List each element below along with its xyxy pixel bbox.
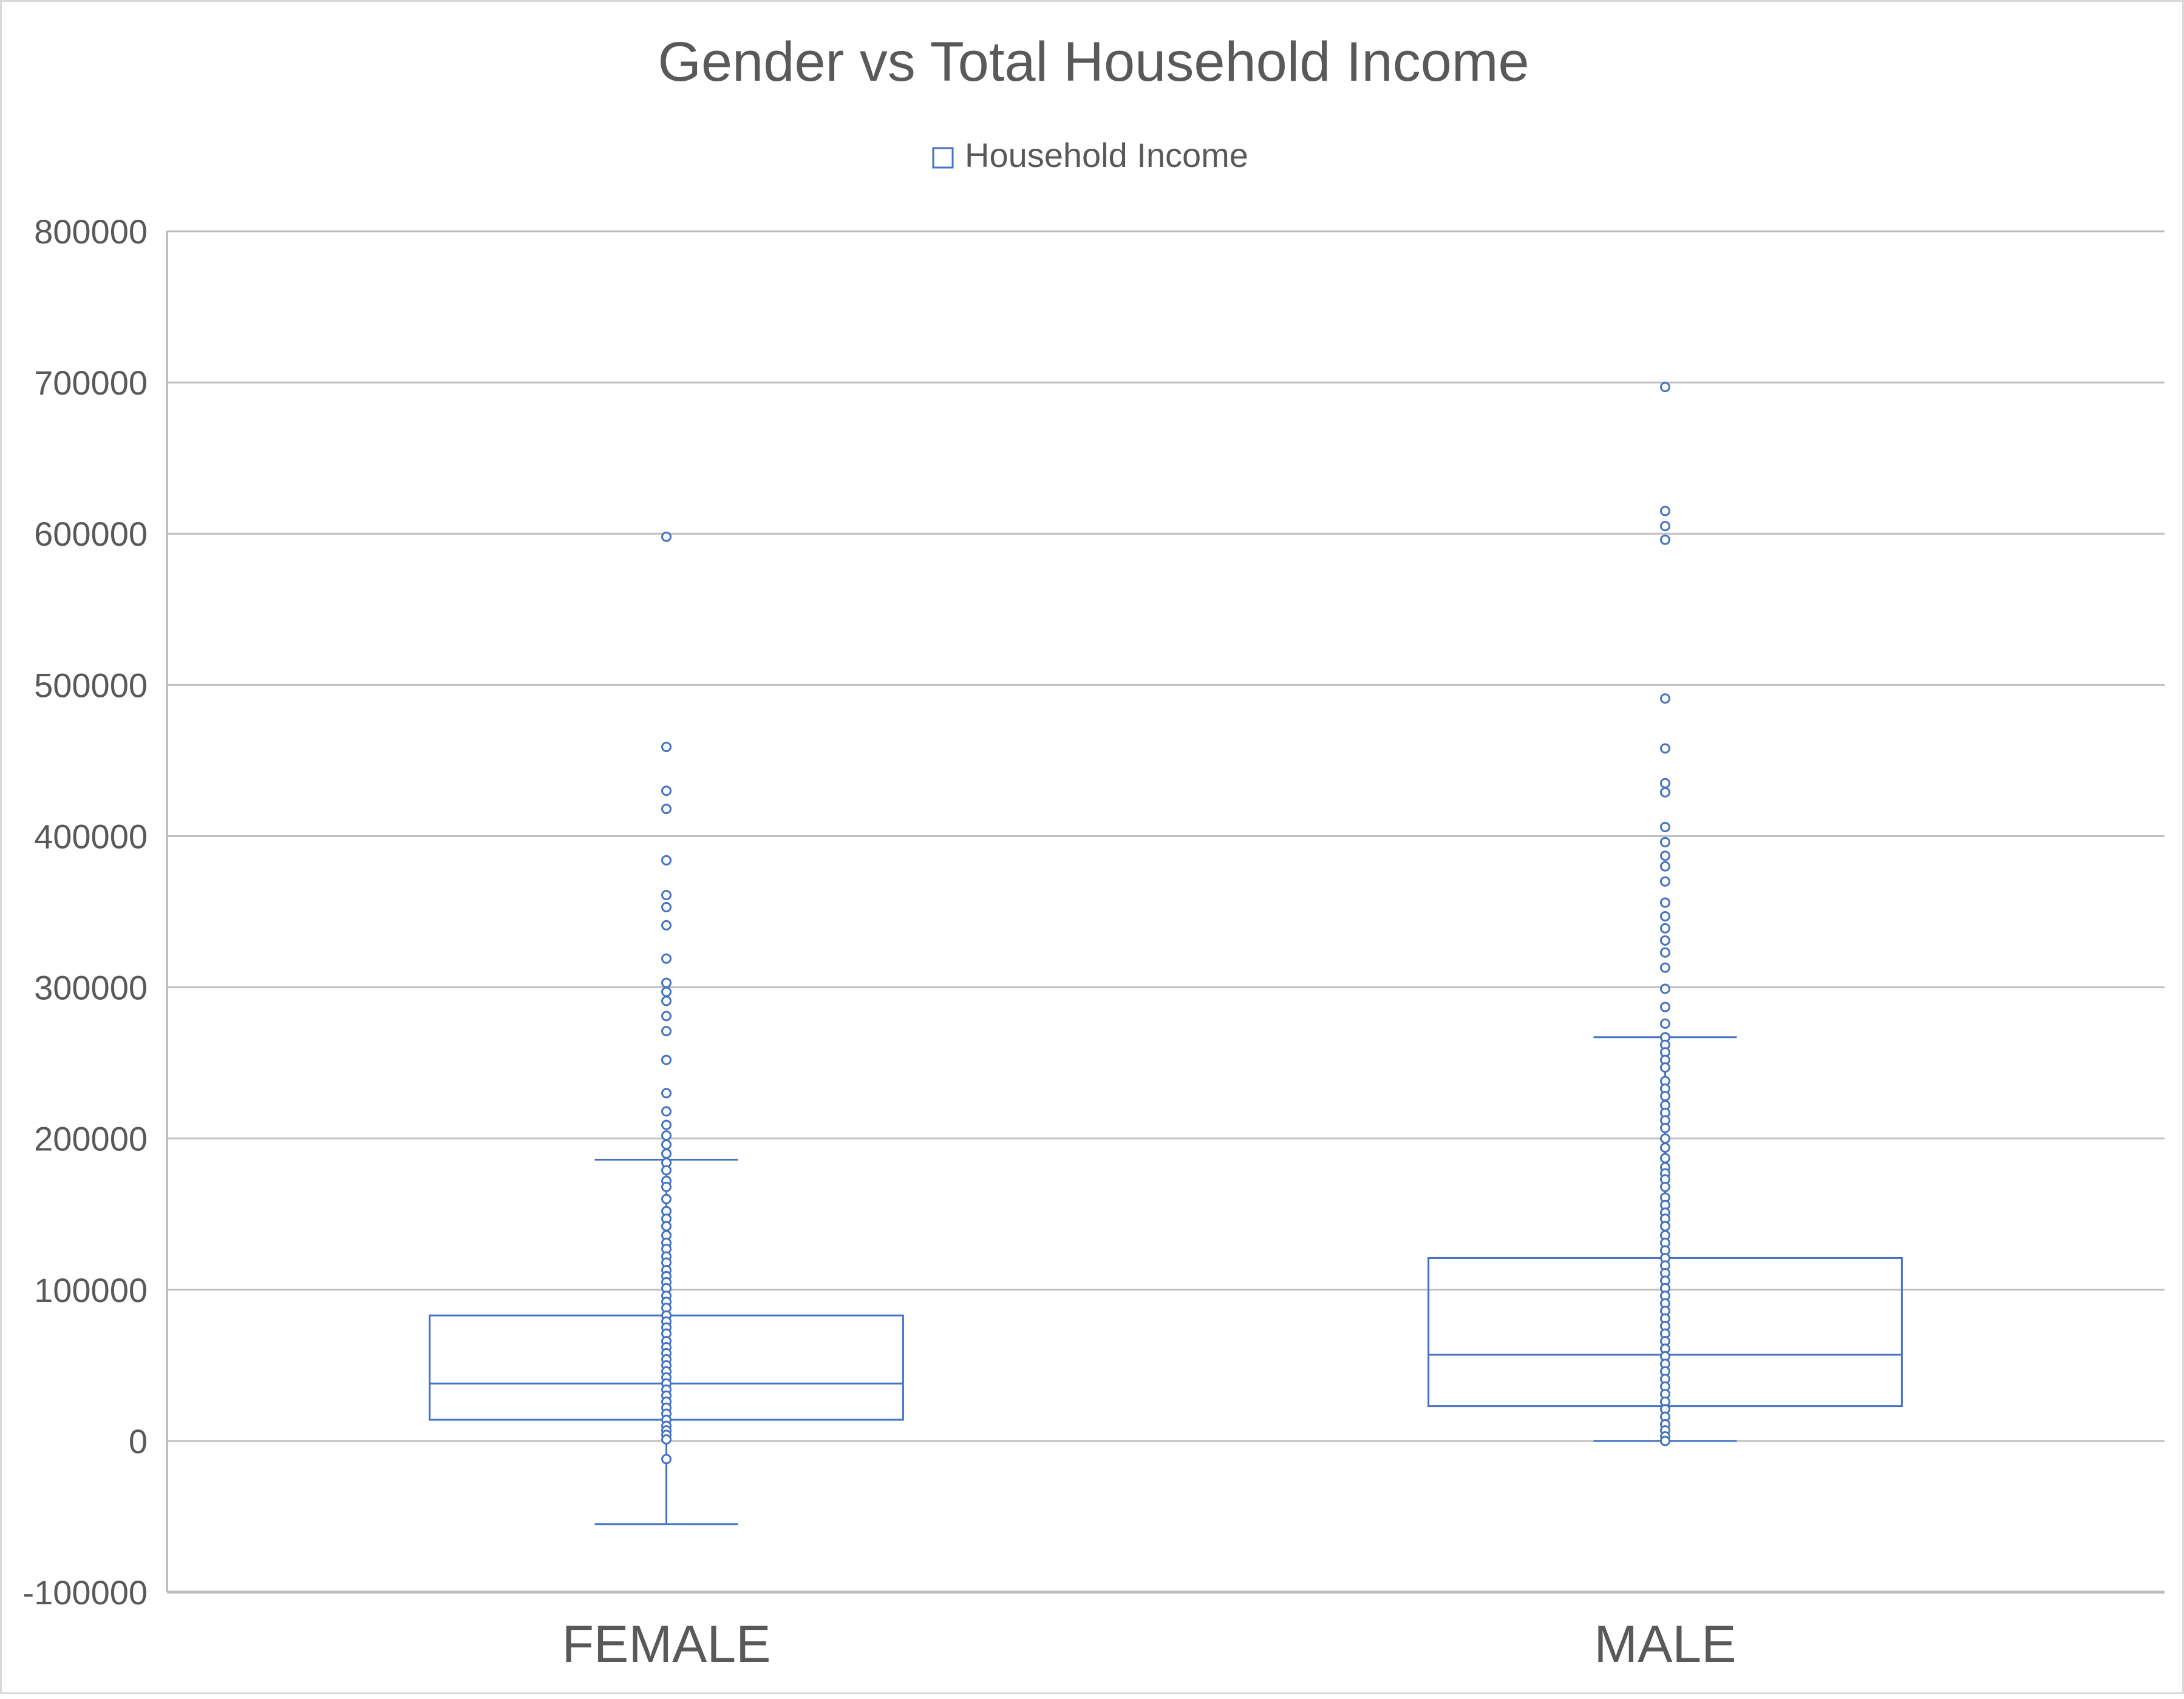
gridlines [167, 230, 2165, 1442]
data-point [1660, 1018, 1670, 1029]
data-point [1660, 983, 1670, 994]
data-point [1660, 743, 1670, 754]
data-point [1660, 962, 1670, 973]
data-point [661, 741, 672, 752]
data-point [1660, 897, 1670, 908]
data-point [1660, 1133, 1670, 1144]
data-point [661, 953, 672, 964]
data-point [661, 1454, 672, 1465]
data-point [661, 1119, 672, 1130]
data-point [661, 785, 672, 796]
data-point [1660, 821, 1670, 832]
data-point [661, 1181, 672, 1192]
x-category-label: MALE [1594, 1615, 1736, 1674]
data-point [661, 1193, 672, 1204]
data-point [1660, 1221, 1670, 1232]
legend: Household Income [932, 136, 1248, 174]
data-point [1660, 923, 1670, 934]
y-tick-label: 200000 [34, 1120, 148, 1158]
data-point [1660, 836, 1670, 847]
data-point [1660, 506, 1670, 517]
points-male [1660, 382, 1670, 1446]
points-female [661, 531, 672, 1465]
data-point [661, 995, 672, 1006]
data-point [1660, 1122, 1670, 1133]
data-point [661, 1139, 672, 1150]
y-tick-label: 800000 [34, 212, 148, 251]
data-point [661, 855, 672, 866]
data-point [1660, 534, 1670, 545]
data-point [661, 1011, 672, 1022]
data-point [661, 920, 672, 931]
y-tick-label: 300000 [34, 969, 148, 1007]
outlier-points [661, 382, 1670, 1465]
data-point [661, 902, 672, 913]
data-point [1660, 876, 1670, 887]
data-point [1660, 850, 1670, 861]
data-point [661, 1165, 672, 1176]
data-point [661, 1221, 672, 1232]
y-tick-label: 0 [129, 1422, 148, 1460]
x-category-label: FEMALE [562, 1615, 771, 1674]
data-point [1660, 787, 1670, 798]
data-point [661, 804, 672, 815]
data-point [661, 1130, 672, 1141]
data-point [1660, 911, 1670, 921]
data-point [661, 977, 672, 988]
data-point [1660, 935, 1670, 946]
data-point [1660, 947, 1670, 958]
data-point [1660, 1002, 1670, 1012]
data-point [1660, 1436, 1670, 1446]
data-point [1660, 778, 1670, 788]
data-point [661, 986, 672, 997]
y-tick-label: 600000 [34, 515, 148, 553]
data-point [661, 1434, 672, 1445]
y-tick-label: 400000 [34, 817, 148, 855]
data-point [1660, 1153, 1670, 1164]
data-point [1660, 693, 1670, 704]
data-point [661, 531, 672, 542]
axes [166, 231, 2165, 1594]
y-axis-tick-labels: -100000 0 100000 200000 300000 400000 500000 60… [22, 212, 148, 1612]
y-tick-label: 500000 [34, 666, 148, 704]
y-tick-label: 100000 [34, 1271, 148, 1309]
data-point [661, 1106, 672, 1117]
data-point [661, 1054, 672, 1065]
y-tick-label: 700000 [34, 364, 148, 402]
data-point [661, 1026, 672, 1037]
y-tick-label: -100000 [22, 1573, 148, 1612]
data-point [1660, 1142, 1670, 1153]
legend-label: Household Income [965, 136, 1248, 174]
data-point [1660, 382, 1670, 393]
legend-swatch [932, 147, 954, 169]
data-point [1660, 521, 1670, 532]
data-point [661, 1148, 672, 1159]
data-point [1660, 1062, 1670, 1073]
data-point [661, 890, 672, 901]
x-axis-category-labels: FEMALE MALE [562, 1615, 1736, 1674]
chart-title: Gender vs Total Household Income [658, 31, 1529, 93]
data-point [661, 1088, 672, 1099]
boxes [429, 1036, 1903, 1525]
data-point [1660, 861, 1670, 872]
data-point [1660, 1091, 1670, 1102]
data-point [1660, 1181, 1670, 1192]
